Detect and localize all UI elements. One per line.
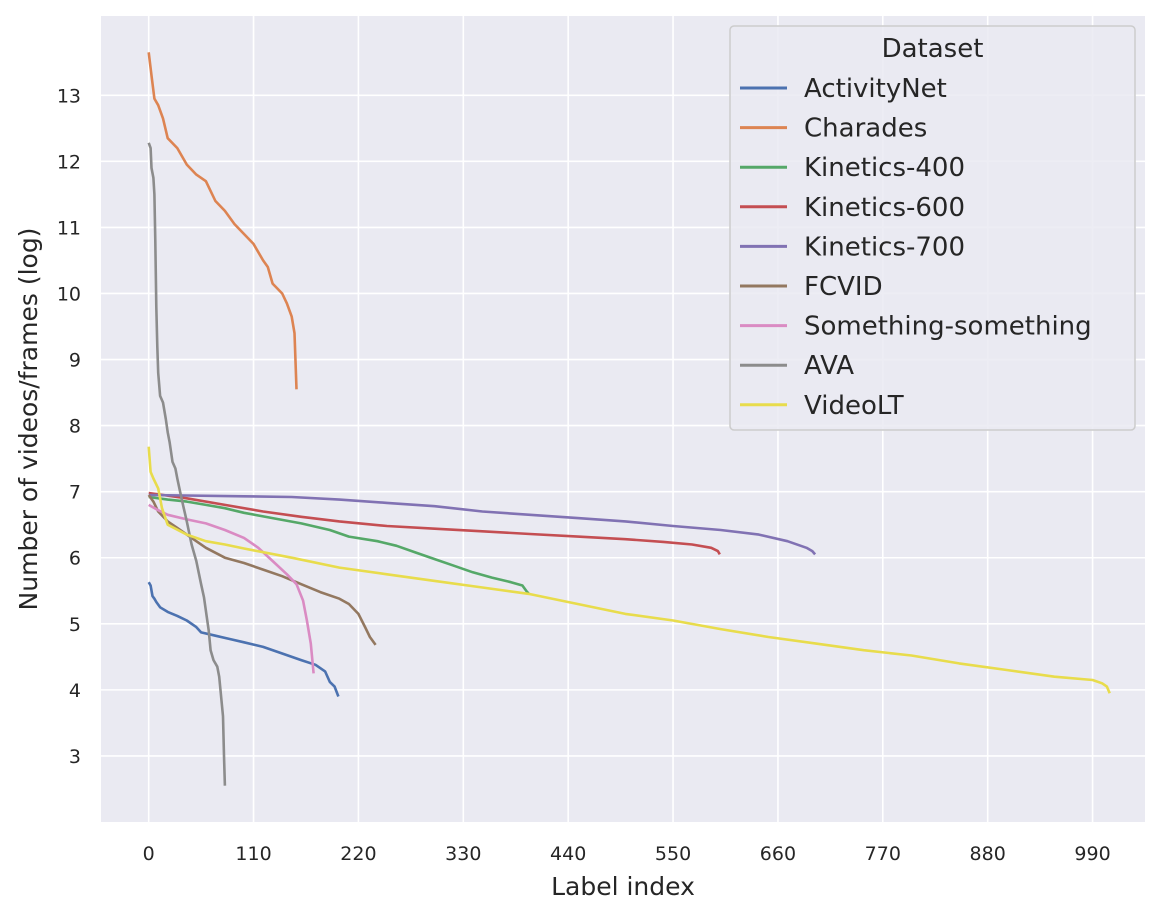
series-lines — [147, 52, 1111, 786]
legend-box — [729, 25, 1136, 431]
series-line-kinetics-700 — [148, 493, 817, 556]
x-tick-label: 440 — [550, 843, 586, 865]
y-tick-label: 13 — [57, 85, 81, 107]
legend-label: ActivityNet — [804, 74, 947, 104]
series-line-kinetics-600 — [148, 491, 721, 556]
x-tick-label: 0 — [143, 843, 155, 865]
legend-label: FCVID — [804, 272, 883, 302]
y-tick-label: 7 — [69, 482, 81, 504]
series-line-something-something — [148, 503, 315, 674]
y-tick-label: 5 — [69, 614, 81, 636]
x-tick-label: 880 — [970, 843, 1006, 865]
y-tick-label: 6 — [69, 548, 81, 570]
y-tick-label: 11 — [57, 217, 81, 239]
y-tick-label: 3 — [69, 746, 81, 768]
x-tick-label: 550 — [655, 843, 691, 865]
series-line-ava — [147, 142, 227, 786]
y-axis-title: Number of videos/frames (log) — [14, 228, 43, 611]
legend-label: Kinetics-600 — [804, 193, 965, 223]
y-axis-ticks: 3 4 5 6 7 8 9 10 11 12 13 — [57, 85, 81, 768]
y-tick-label: 8 — [69, 416, 81, 438]
x-tick-label: 110 — [235, 843, 271, 865]
x-tick-label: 990 — [1074, 843, 1110, 865]
legend-label: Charades — [804, 114, 927, 144]
y-tick-label: 9 — [69, 350, 81, 372]
x-tick-label: 770 — [865, 843, 901, 865]
legend-label: Kinetics-700 — [804, 232, 965, 262]
legend-label: Kinetics-400 — [804, 153, 965, 183]
y-tick-label: 4 — [69, 680, 81, 702]
x-tick-label: 660 — [760, 843, 796, 865]
series-line-videolt — [147, 446, 1111, 694]
y-tick-label: 10 — [57, 283, 81, 305]
legend-items: ActivityNet Charades Kinetics-400 Kinetics-… — [740, 74, 1092, 421]
x-tick-label: 330 — [445, 843, 481, 865]
legend-label: Something-something — [804, 312, 1092, 342]
legend-label: AVA — [804, 351, 854, 381]
x-axis-ticks: 0 110 220 330 440 550 660 770 880 990 — [143, 843, 1111, 865]
x-axis-title: Label index — [551, 872, 695, 901]
series-line-charades — [147, 52, 298, 390]
series-line-kinetics-400 — [148, 495, 531, 595]
legend: Dataset ActivityNet Charades Kinetics-400 K… — [729, 25, 1136, 431]
legend-label: VideoLT — [804, 391, 904, 421]
x-tick-label: 220 — [340, 843, 376, 865]
legend-title: Dataset — [882, 34, 984, 64]
y-tick-label: 12 — [57, 151, 81, 173]
